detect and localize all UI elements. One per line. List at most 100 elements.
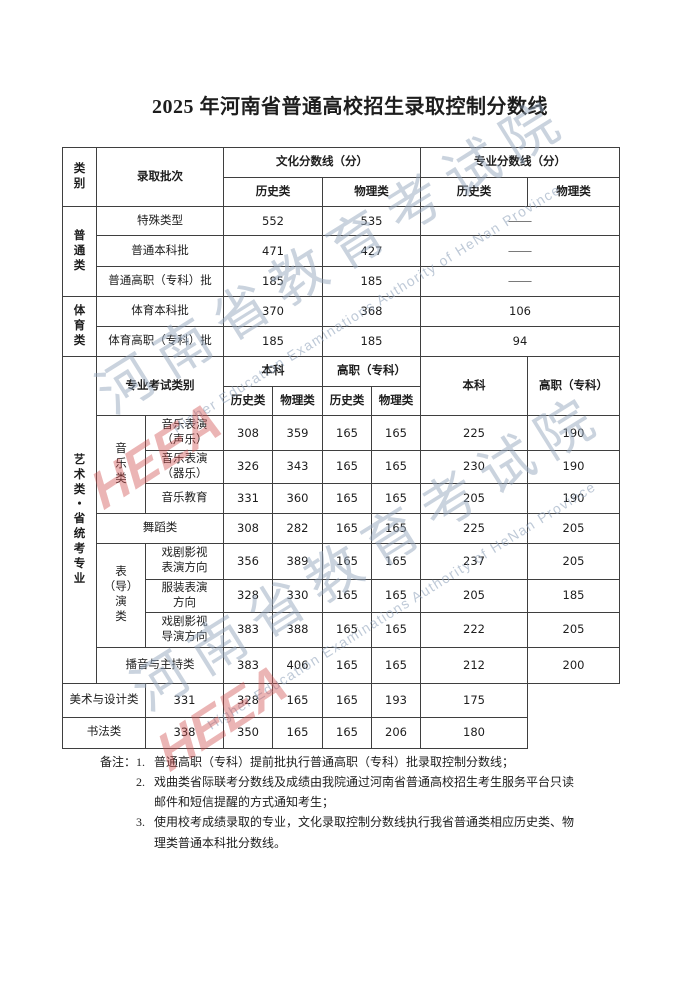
score-cell: 190: [527, 482, 620, 514]
header-benke-major: 本科: [420, 356, 528, 416]
score-cell: 165: [371, 415, 421, 451]
score-cell: 185: [223, 266, 323, 297]
score-cell: 471: [223, 235, 323, 267]
score-cell: 165: [371, 482, 421, 514]
score-cell: 165: [322, 682, 372, 718]
score-cell: 185: [322, 266, 421, 297]
score-cell: 185: [527, 578, 620, 613]
score-cell: 370: [223, 296, 323, 327]
header-culture-scores: 文化分数线（分）: [223, 147, 421, 178]
page-title: 2025 年河南省普通高校招生录取控制分数线: [152, 96, 548, 118]
score-cell: 282: [272, 512, 323, 544]
row-label: 美术与设计类: [62, 682, 146, 718]
score-cell: 165: [322, 542, 372, 580]
score-cell: 383: [223, 646, 273, 684]
score-cell: 360: [272, 482, 323, 514]
score-cell: 330: [272, 578, 323, 613]
row-label: 体育高职（专科）批: [96, 326, 224, 357]
note-number: 2.: [136, 775, 146, 790]
score-cell: 165: [322, 611, 372, 648]
score-cell: 237: [420, 542, 528, 580]
score-cell: 368: [322, 296, 421, 327]
row-label: 播音与主持类: [96, 646, 224, 684]
score-cell: 190: [527, 415, 620, 451]
score-cell: 388: [272, 611, 323, 648]
section-label-arts: 艺 术 类 • 省 统 考 专 业: [62, 356, 97, 684]
score-cell: 406: [272, 646, 323, 684]
score-cell: 308: [223, 512, 273, 544]
row-label: 体育本科批: [96, 296, 224, 327]
score-cell: 175: [420, 682, 528, 718]
score-cell: 94: [420, 326, 620, 357]
score-cell: 165: [272, 716, 323, 749]
score-cell: 359: [272, 415, 323, 451]
score-cell: 206: [371, 716, 421, 749]
header-history: 历史类: [223, 177, 323, 207]
score-cell: 165: [322, 450, 372, 484]
score-cell: 308: [223, 415, 273, 451]
score-cell: 383: [223, 611, 273, 648]
score-cell: 165: [322, 646, 372, 684]
score-cell: 331: [145, 682, 224, 718]
header-gaozhi: 高职（专科）: [322, 356, 421, 387]
header-physics: 物理类: [322, 177, 421, 207]
note-text: 普通高职（专科）提前批执行普通高职（专科）批录取控制分数线；: [154, 755, 515, 769]
score-cell-dash: ——: [420, 266, 620, 297]
note-item: 1. 普通高职（专科）提前批执行普通高职（专科）批录取控制分数线；: [136, 752, 574, 772]
score-cell: 328: [223, 682, 273, 718]
score-cell: 205: [527, 512, 620, 544]
score-cell: 350: [223, 716, 273, 749]
score-cell: 180: [420, 716, 528, 749]
row-label: 舞蹈类: [96, 512, 224, 544]
score-cell: 552: [223, 206, 323, 236]
score-cell: 200: [527, 646, 620, 684]
row-label: 书法类: [62, 716, 146, 749]
header-physics: 物理类: [371, 386, 421, 416]
group-label-acting: 表 （导） 演 类: [96, 542, 146, 648]
score-cell: 427: [322, 235, 421, 267]
score-cell: 106: [420, 296, 620, 327]
section-label-sports: 体 育 类: [62, 296, 97, 357]
score-cell: 356: [223, 542, 273, 580]
score-cell: 165: [371, 578, 421, 613]
header-gaozhi-major: 高职（专科）: [527, 356, 620, 416]
row-label: 音乐表演 （声乐）: [145, 415, 224, 451]
header-exam-category: 专业考试类别: [96, 356, 224, 416]
score-cell: 205: [527, 611, 620, 648]
notes-list: 1. 普通高职（专科）提前批执行普通高职（专科）批录取控制分数线； 2. 戏曲类…: [136, 752, 574, 853]
score-cell: 343: [272, 450, 323, 484]
row-label: 音乐教育: [145, 482, 224, 514]
row-label: 普通高职（专科）批: [96, 266, 224, 297]
score-cell: 165: [322, 415, 372, 451]
row-label: 特殊类型: [96, 206, 224, 236]
score-cell: 185: [322, 326, 421, 357]
note-text: 戏曲类省际联考分数线及成绩由我院通过河南省普通高校招生考生服务平台只读邮件和短信…: [154, 775, 575, 810]
score-cell: 331: [223, 482, 273, 514]
score-cell: 165: [272, 682, 323, 718]
score-cell: 326: [223, 450, 273, 484]
score-cell-dash: ——: [420, 206, 620, 236]
section-label-ordinary: 普 通 类: [62, 206, 97, 297]
header-benke: 本科: [223, 356, 323, 387]
score-cell: 165: [371, 611, 421, 648]
row-label: 音乐表演 （器乐）: [145, 450, 224, 484]
score-cell: 225: [420, 512, 528, 544]
notes-section: 备注： 1. 普通高职（专科）提前批执行普通高职（专科）批录取控制分数线； 2.…: [100, 752, 578, 853]
header-batch: 录取批次: [96, 147, 224, 207]
score-cell: 185: [223, 326, 323, 357]
note-item: 2. 戏曲类省际联考分数线及成绩由我院通过河南省普通高校招生考生服务平台只读邮件…: [136, 772, 574, 812]
score-cell: 222: [420, 611, 528, 648]
note-number: 3.: [136, 815, 146, 830]
row-label: 戏剧影视 表演方向: [145, 542, 224, 580]
score-cell: 165: [322, 482, 372, 514]
score-cell-dash: ——: [420, 235, 620, 267]
header-history: 历史类: [420, 177, 528, 207]
row-label: 戏剧影视 导演方向: [145, 611, 224, 648]
score-cell: 338: [145, 716, 224, 749]
score-cell: 535: [322, 206, 421, 236]
score-cell: 165: [371, 512, 421, 544]
header-category: 类 别: [62, 147, 97, 207]
score-cell: 212: [420, 646, 528, 684]
row-label: 普通本科批: [96, 235, 224, 267]
header-physics: 物理类: [527, 177, 620, 207]
